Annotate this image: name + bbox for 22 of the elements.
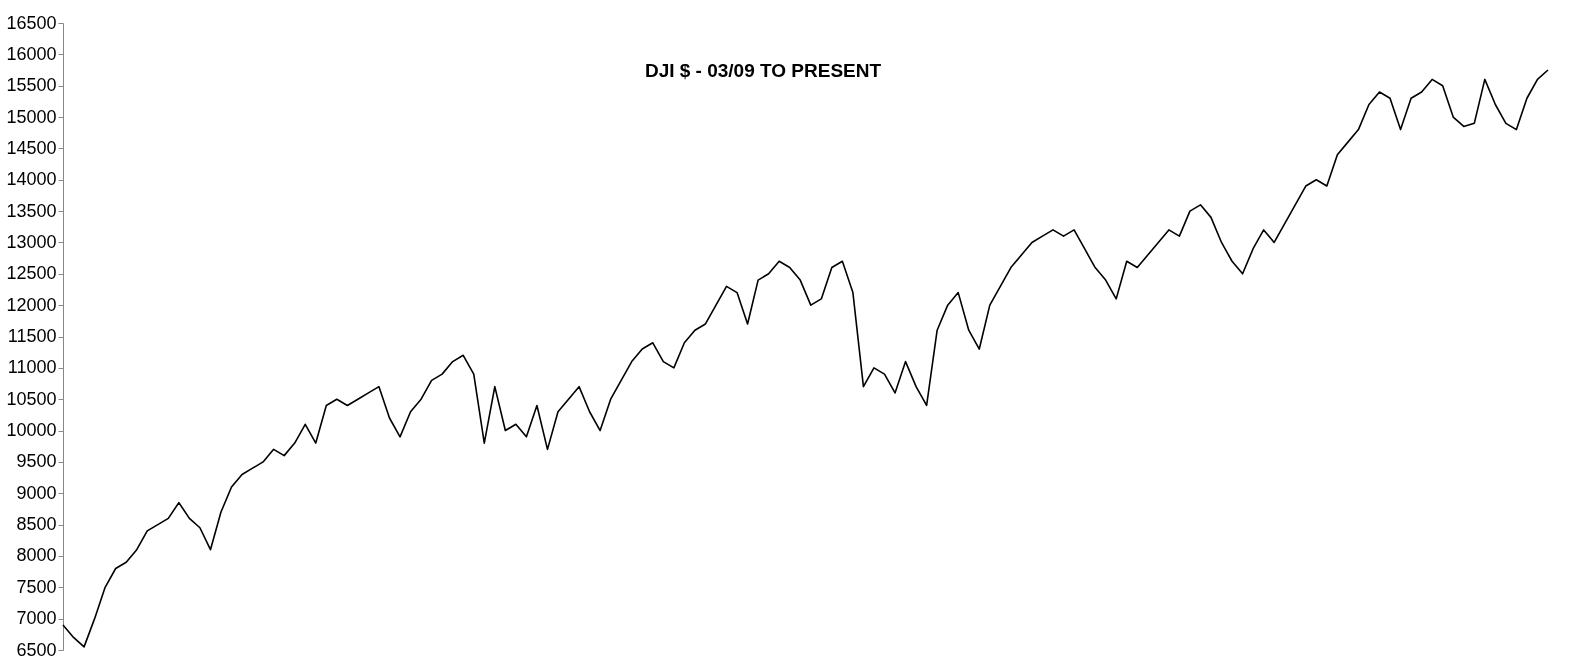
y-tick-label: 11000 [7, 357, 57, 378]
y-tick-label: 12500 [6, 263, 57, 284]
y-tick-label: 6500 [16, 639, 57, 658]
y-tick-label: 15500 [6, 75, 57, 96]
y-tick-label: 16500 [6, 12, 57, 33]
y-tick-label: 11500 [7, 326, 57, 346]
y-tick-label: 16000 [6, 43, 57, 64]
y-tick-label: 13000 [6, 231, 57, 252]
y-tick-label: 14500 [6, 137, 57, 158]
y-tick-label: 7500 [16, 576, 57, 597]
y-tick-label: 9000 [16, 482, 57, 503]
y-tick-label: 12000 [6, 294, 57, 315]
y-tick-label: 15000 [6, 106, 57, 127]
y-tick-label: 8500 [16, 514, 57, 535]
y-tick-label: 8000 [16, 545, 57, 566]
text: DJI $ - 03/09 TO PRESENT [644, 60, 882, 81]
y-tick-label: 9500 [16, 451, 57, 472]
y-tick-label: 13500 [6, 200, 57, 221]
y-tick-label: 10500 [6, 388, 57, 409]
y-tick-label: 14000 [6, 169, 57, 190]
y-tick-label: 7000 [16, 608, 57, 629]
y-tick-label: 10000 [6, 420, 57, 441]
